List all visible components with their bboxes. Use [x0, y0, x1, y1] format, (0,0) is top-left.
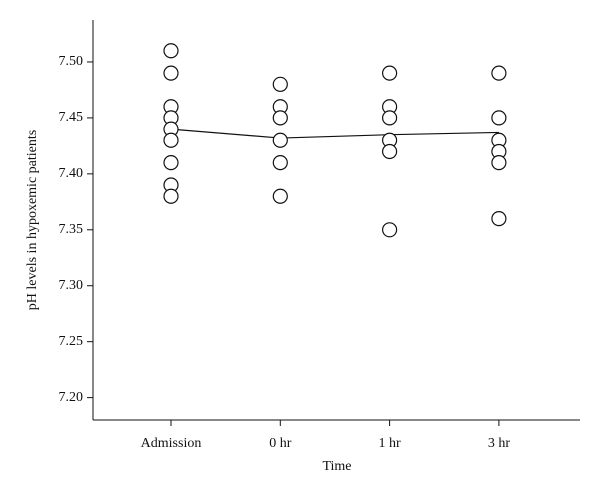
y-tick-label: 7.20: [59, 390, 84, 405]
point: [272, 132, 288, 148]
point: [491, 65, 507, 81]
point: [163, 65, 179, 81]
y-tick-label: 7.35: [59, 222, 84, 237]
point: [382, 143, 398, 160]
y-axis-title: pH levels in hypoxemic patients: [25, 130, 40, 310]
point: [272, 188, 288, 204]
x-axis-title: Time: [322, 459, 351, 474]
point: [163, 188, 179, 204]
point: [382, 222, 398, 238]
point: [382, 65, 398, 81]
x-tick-label: 0 hr: [269, 436, 292, 451]
point: [491, 211, 507, 227]
point: [491, 155, 507, 171]
x-tick-label: Admission: [141, 436, 202, 451]
point: [272, 110, 288, 126]
point: [163, 155, 179, 171]
y-tick-label: 7.40: [59, 166, 84, 181]
y-tick-label: 7.25: [59, 334, 84, 349]
y-tick-label: 7.45: [59, 110, 84, 125]
mean-line: [170, 128, 499, 139]
point: [491, 110, 507, 126]
point: [163, 43, 179, 59]
y-tick-label: 7.50: [59, 54, 84, 69]
y-tick-label: 7.30: [59, 278, 84, 293]
point: [163, 132, 179, 148]
x-tick-label: 1 hr: [379, 436, 402, 451]
point: [272, 155, 288, 171]
point: [272, 76, 288, 92]
x-tick-label: 3 hr: [488, 436, 511, 451]
point: [382, 110, 398, 126]
